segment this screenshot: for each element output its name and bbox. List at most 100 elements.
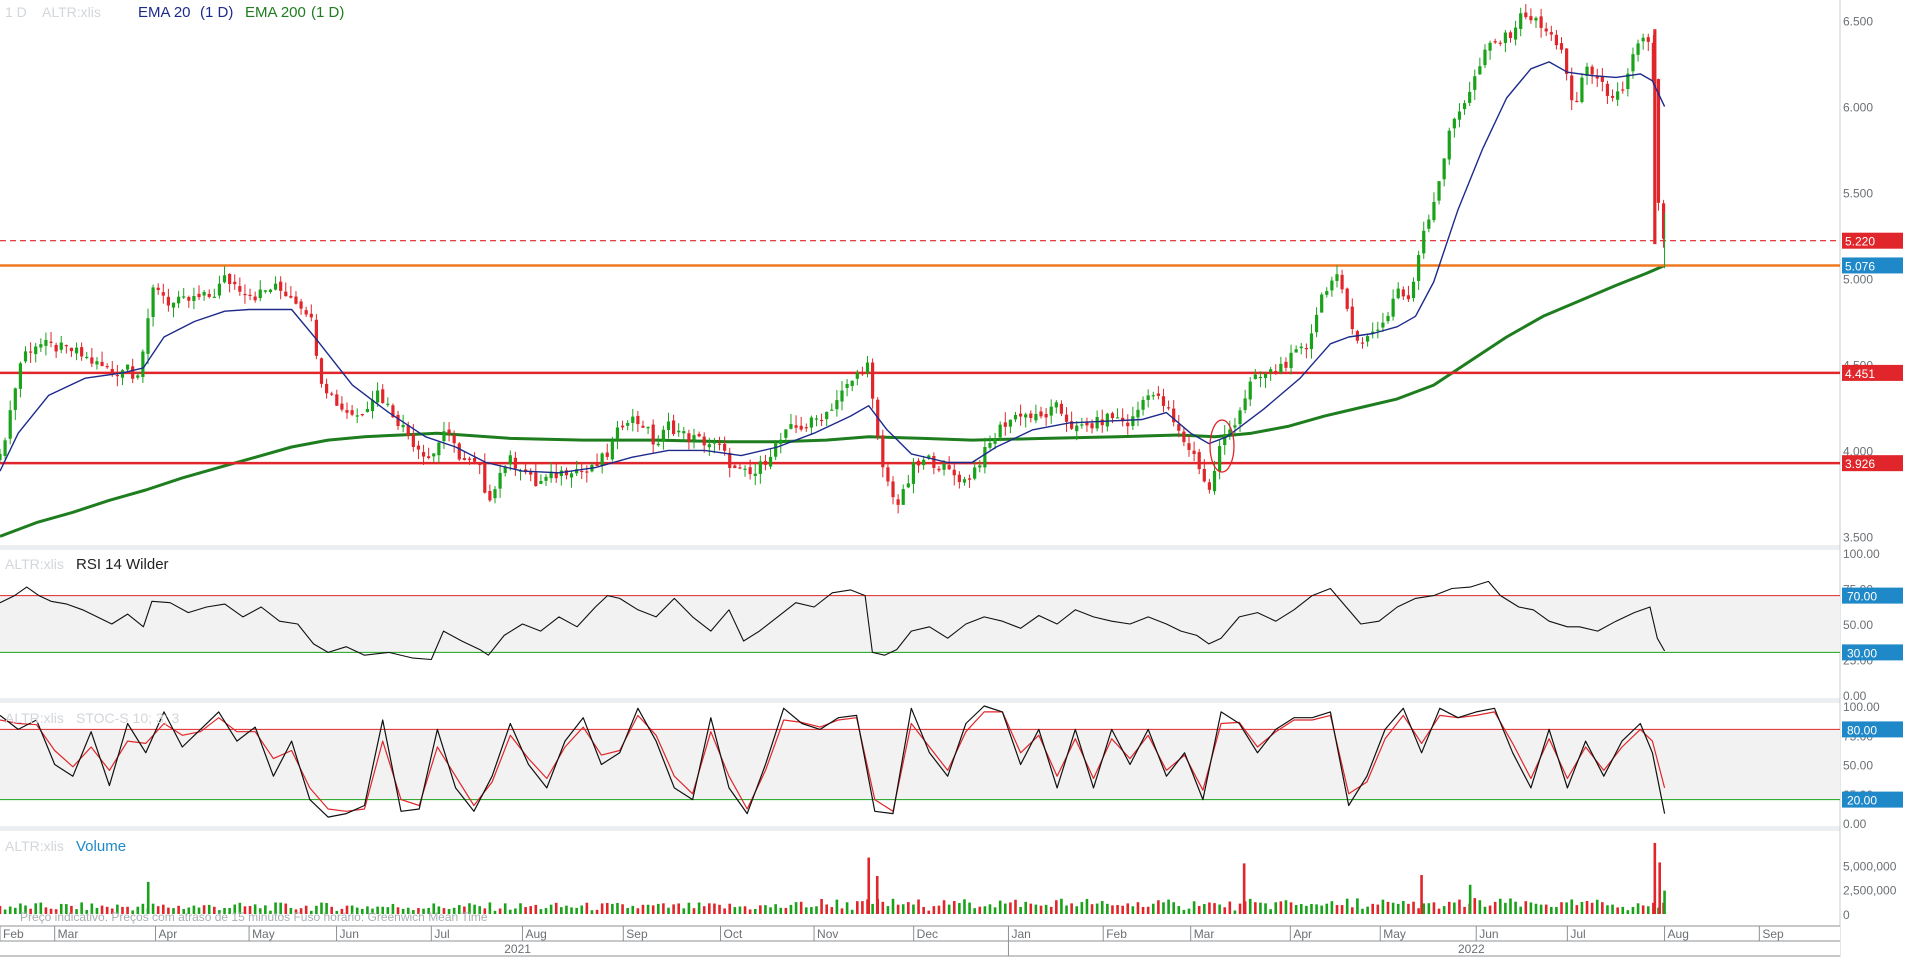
volume-bar xyxy=(1366,906,1369,914)
price-tag xyxy=(1842,232,1903,249)
volume-bar xyxy=(917,899,920,914)
candle-body-down xyxy=(585,471,589,473)
candle-body-up xyxy=(988,442,992,448)
candle-body-down xyxy=(197,293,201,298)
volume-bar xyxy=(151,903,155,914)
volume-bar xyxy=(605,903,609,914)
ema20-legend[interactable]: EMA 20 xyxy=(138,4,191,21)
candle-body-down xyxy=(391,405,395,418)
volume-bar xyxy=(1157,900,1160,914)
volume-bar xyxy=(560,907,563,914)
rsi-band-tag xyxy=(1842,587,1903,604)
volume-bar xyxy=(845,902,849,914)
volume-bar xyxy=(284,903,288,914)
volume-bar xyxy=(386,907,390,914)
volume-bar xyxy=(718,904,721,914)
ema200-legend[interactable]: EMA 200 xyxy=(245,4,306,21)
rsi-panel[interactable]: ALTR:xlis RSI 14 Wilder xyxy=(0,556,1840,661)
candle-body-down xyxy=(1161,396,1166,406)
candle-body-down xyxy=(1121,417,1125,422)
volume-bar xyxy=(1585,901,1589,914)
volume-bar xyxy=(947,904,951,914)
candle-body-up xyxy=(1616,91,1620,100)
volume-bar xyxy=(3,909,7,914)
candle-body-down xyxy=(886,467,890,482)
volume-bar xyxy=(912,904,915,914)
volume-bar xyxy=(289,907,293,914)
candle-body-down xyxy=(90,357,94,364)
candle-body-up xyxy=(809,417,813,428)
candle-body-up xyxy=(508,455,512,465)
volume-axis: 5,000,000 2,500,000 0 xyxy=(1843,859,1897,922)
price-tag xyxy=(1842,257,1903,274)
volume-bar xyxy=(1590,902,1594,914)
candle-body-down xyxy=(452,435,456,444)
volume-bar xyxy=(534,904,538,914)
volume-bar xyxy=(820,899,823,914)
volume-bar xyxy=(299,908,303,914)
volume-bar xyxy=(759,905,762,914)
candle-body-down xyxy=(472,457,477,462)
volume-bar xyxy=(662,903,665,914)
volume-bar xyxy=(708,903,711,914)
candle-body-down xyxy=(702,436,706,446)
candle-body-down xyxy=(534,472,538,487)
volume-bar xyxy=(856,901,859,914)
volume-bar xyxy=(156,906,160,914)
candle-body-down xyxy=(1544,28,1548,32)
volume-bar xyxy=(248,905,252,914)
candle-body-up xyxy=(753,473,757,476)
volume-bar xyxy=(1641,905,1645,914)
volume-bar xyxy=(1478,900,1482,914)
stoch-title[interactable]: STOC-S 10; 3; 3 xyxy=(76,710,179,726)
candle-body-down xyxy=(513,457,518,469)
candle-body-down xyxy=(1595,76,1599,79)
rsi-title[interactable]: RSI 14 Wilder xyxy=(76,556,169,573)
volume-bar xyxy=(1652,902,1655,914)
volume-title[interactable]: Volume xyxy=(76,838,126,855)
price-panel[interactable] xyxy=(0,4,1840,538)
year-label: 2021 xyxy=(504,942,531,956)
time-axis[interactable]: Feb Mar Apr May Jun Jul Aug Sep Oct Nov Dec Jan Feb M… xyxy=(0,925,1840,957)
candle-body-up xyxy=(141,351,145,378)
month-label: Aug xyxy=(525,927,546,941)
candle-body-down xyxy=(564,470,569,476)
candle-body-down xyxy=(1126,422,1130,427)
candle-body-down xyxy=(1559,43,1564,50)
volume-bar xyxy=(376,906,379,914)
volume-bar xyxy=(1340,905,1344,914)
volume-bar xyxy=(294,909,298,914)
volume-bar xyxy=(110,908,114,914)
volume-bar xyxy=(692,908,696,914)
volume-bar xyxy=(789,904,793,914)
volume-panel[interactable]: ALTR:xlis Volume Preço indicativo. Preço… xyxy=(0,838,1666,924)
price-tick: 3.500 xyxy=(1843,530,1873,544)
ema200-period: (1 D) xyxy=(311,4,344,21)
volume-bar xyxy=(1570,899,1574,914)
candle-body-up xyxy=(1411,281,1416,298)
volume-bar xyxy=(258,908,262,914)
volume-bar xyxy=(998,900,1002,914)
volume-bar xyxy=(1356,898,1359,914)
volume-bar xyxy=(340,908,344,914)
rsi-band-tag-label: 30.00 xyxy=(1847,646,1877,660)
volume-bar xyxy=(1504,902,1507,914)
volume-bar xyxy=(738,906,742,914)
price-tag xyxy=(1842,455,1903,472)
candle-body-up xyxy=(973,467,977,479)
volume-bar xyxy=(1029,903,1033,914)
volume-bar xyxy=(483,908,487,914)
candle-body-up xyxy=(146,318,150,354)
candle-body-down xyxy=(1565,48,1569,74)
candle-body-up xyxy=(692,435,696,440)
volume-bar xyxy=(1350,907,1354,914)
candle-body-down xyxy=(1166,407,1171,409)
volume-bar xyxy=(881,901,885,914)
volume-bar xyxy=(366,906,369,914)
volume-bar xyxy=(723,908,726,914)
candle-body-up xyxy=(1105,413,1109,427)
volume-bar xyxy=(121,906,124,914)
stoch-panel[interactable]: ALTR:xlis STOC-S 10; 3; 3 xyxy=(0,705,1840,818)
